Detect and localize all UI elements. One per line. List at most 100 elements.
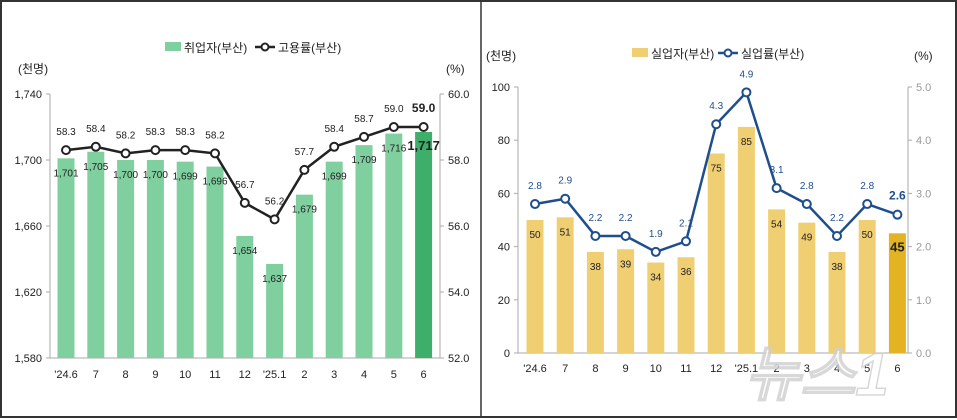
bar bbox=[828, 251, 846, 353]
x-tick-label: 3 bbox=[331, 369, 337, 381]
y2-tick-label: 5.0 bbox=[916, 82, 931, 94]
bar bbox=[617, 249, 635, 353]
y2-tick-label: 52.0 bbox=[448, 353, 469, 365]
bar bbox=[295, 194, 313, 358]
right-unit-label: (%) bbox=[914, 49, 933, 63]
legend-marker-icon bbox=[723, 48, 733, 58]
bar bbox=[556, 217, 574, 353]
line-value-label: 1.9 bbox=[649, 229, 663, 240]
y2-tick-label: 1.0 bbox=[916, 295, 931, 307]
x-tick-label: 12 bbox=[710, 363, 722, 375]
line-value-label: 2.2 bbox=[588, 213, 602, 224]
x-tick-label: 4 bbox=[361, 369, 367, 381]
line-point bbox=[299, 164, 310, 175]
line-value-label: 4.9 bbox=[739, 69, 753, 80]
line-point bbox=[359, 131, 369, 142]
line-value-label: 59.0 bbox=[412, 101, 436, 115]
line-point bbox=[620, 230, 631, 241]
y-tick-label: 1,700 bbox=[14, 155, 42, 167]
x-tick-label: 11 bbox=[680, 363, 691, 375]
bar-value-label: 1,700 bbox=[113, 170, 138, 181]
bar-value-label: 1,705 bbox=[83, 162, 108, 173]
line-point bbox=[711, 119, 722, 130]
bar-value-label: 1,709 bbox=[351, 155, 376, 166]
bar bbox=[236, 235, 254, 358]
legend-marker-icon bbox=[260, 42, 270, 52]
line-point bbox=[771, 183, 782, 194]
line-value-label: 2.2 bbox=[830, 213, 844, 224]
bar-value-label: 1,679 bbox=[292, 205, 317, 216]
legend-line-label: 실업률(부산) bbox=[741, 47, 804, 61]
bar-value-label: 1,699 bbox=[322, 172, 347, 183]
bar-value-label: 50 bbox=[529, 230, 541, 241]
x-tick-label: '24.6 bbox=[54, 369, 78, 381]
y-tick-label: 100 bbox=[492, 82, 510, 94]
x-tick-label: 10 bbox=[650, 363, 662, 375]
bar bbox=[888, 233, 906, 353]
legend-bar-label: 실업자(부산) bbox=[651, 47, 714, 61]
bar-value-label: 1,701 bbox=[53, 168, 78, 179]
bar-value-label: 49 bbox=[801, 233, 813, 244]
line-point bbox=[590, 230, 601, 241]
bar bbox=[586, 251, 604, 353]
line-point bbox=[329, 141, 340, 152]
line-value-label: 2.9 bbox=[558, 176, 572, 187]
line-value-label: 58.3 bbox=[175, 127, 195, 138]
x-tick-label: 9 bbox=[152, 369, 158, 381]
y2-tick-label: 3.0 bbox=[916, 188, 931, 200]
bar bbox=[677, 257, 695, 353]
line-point bbox=[681, 236, 691, 247]
bar bbox=[325, 161, 343, 358]
line-value-label: 3.1 bbox=[770, 165, 784, 176]
bar-value-label: 85 bbox=[741, 137, 753, 148]
line-value-label: 2.1 bbox=[679, 218, 693, 229]
bar bbox=[176, 161, 194, 358]
x-tick-label: '25.1 bbox=[735, 363, 759, 375]
x-tick-label: 4 bbox=[834, 363, 840, 375]
x-tick-label: 7 bbox=[562, 363, 568, 375]
line-value-label: 58.4 bbox=[324, 124, 344, 135]
line-value-label: 2.6 bbox=[889, 189, 906, 203]
x-tick-label: 5 bbox=[864, 363, 870, 375]
bar bbox=[266, 263, 284, 358]
line-point bbox=[862, 199, 873, 210]
bar-value-label: 1,699 bbox=[173, 172, 198, 183]
y2-tick-label: 0.0 bbox=[916, 348, 931, 360]
bar-value-label: 1,696 bbox=[202, 177, 227, 188]
y2-tick-label: 4.0 bbox=[916, 135, 931, 147]
right-unit-label: (%) bbox=[446, 62, 465, 76]
bar bbox=[858, 220, 876, 353]
x-tick-label: 5 bbox=[391, 369, 397, 381]
bar-value-label: 1,717 bbox=[407, 138, 440, 153]
line-point bbox=[210, 148, 220, 159]
x-tick-label: 3 bbox=[804, 363, 810, 375]
legend-bar-label: 취업자(부산) bbox=[184, 41, 247, 55]
y-tick-label: 20 bbox=[498, 295, 510, 307]
bar bbox=[647, 262, 665, 353]
line-value-label: 58.4 bbox=[86, 124, 106, 135]
line-point bbox=[530, 199, 540, 210]
watermark-logo: 뉴스1 bbox=[745, 341, 889, 408]
bar bbox=[355, 145, 373, 358]
x-tick-label: 9 bbox=[623, 363, 629, 375]
y-tick-label: 40 bbox=[498, 242, 510, 254]
y2-tick-label: 2.0 bbox=[916, 242, 931, 254]
x-tick-label: '25.1 bbox=[263, 369, 287, 381]
line-point bbox=[832, 230, 842, 241]
x-tick-label: 2 bbox=[774, 363, 780, 375]
bar bbox=[87, 151, 105, 358]
line-value-label: 56.2 bbox=[265, 196, 285, 207]
y2-tick-label: 56.0 bbox=[448, 221, 469, 233]
bar-value-label: 1,700 bbox=[143, 170, 168, 181]
x-tick-label: 8 bbox=[123, 369, 129, 381]
y-tick-label: 1,580 bbox=[14, 353, 42, 365]
line-value-label: 58.7 bbox=[354, 114, 374, 125]
line-value-label: 2.8 bbox=[860, 181, 874, 192]
line-point bbox=[892, 209, 903, 220]
line-value-label: 58.2 bbox=[205, 130, 225, 141]
y-tick-label: 60 bbox=[498, 188, 510, 200]
bar-value-label: 54 bbox=[771, 219, 783, 230]
bar-value-label: 39 bbox=[620, 259, 632, 270]
